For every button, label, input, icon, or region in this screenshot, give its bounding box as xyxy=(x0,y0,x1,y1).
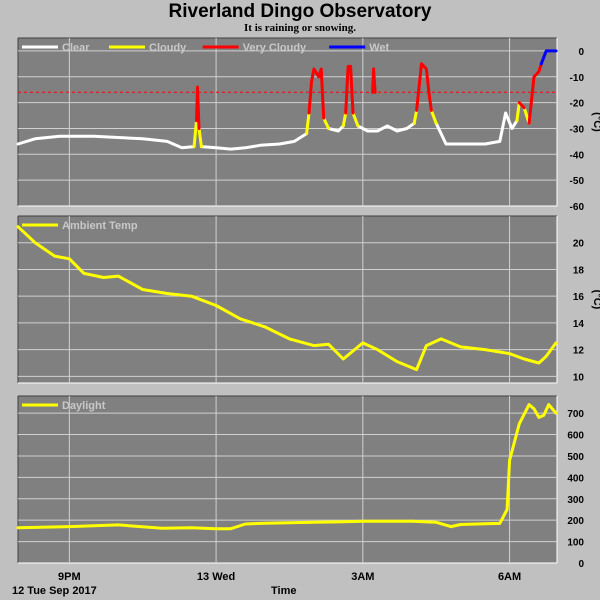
y-axis-unit: (°C) xyxy=(591,290,600,310)
y-tick-label: 600 xyxy=(567,431,584,442)
y-tick-label: 300 xyxy=(567,495,584,506)
series-line-cloudy xyxy=(197,127,203,149)
series-line-cloudy xyxy=(429,108,438,125)
series-line-cloudy xyxy=(515,101,521,123)
x-tick-label: 13 Wed xyxy=(197,571,235,583)
panel-daylight xyxy=(18,396,557,563)
chart-subtitle: It is raining or snowing. xyxy=(244,22,356,34)
panel-ambient xyxy=(18,216,557,383)
series-line-very-cloudy xyxy=(344,64,355,115)
date-label: 12 Tue Sep 2017 xyxy=(12,585,97,597)
series-line-very-cloudy xyxy=(415,62,433,112)
series-line-very-cloudy xyxy=(517,101,526,110)
y-tick-label: 20 xyxy=(573,239,585,250)
y-tick-label: 500 xyxy=(567,452,584,463)
series-line-clear xyxy=(356,121,416,133)
legend-label: Clear xyxy=(62,42,90,54)
series-line-very-cloudy xyxy=(371,67,377,94)
series-line-cloudy xyxy=(351,111,360,128)
y-tick-label: -50 xyxy=(570,176,585,187)
y-tick-label: 10 xyxy=(573,372,585,383)
series-line-cloudy xyxy=(322,116,331,130)
panel-sky xyxy=(18,38,557,206)
legend-label: Ambient Temp xyxy=(62,220,138,232)
series-line-clear xyxy=(434,111,519,146)
series-line-cloudy xyxy=(305,111,311,136)
legend-label: Very Cloudy xyxy=(243,42,307,54)
x-axis-title: Time xyxy=(271,585,297,597)
y-tick-label: 0 xyxy=(578,47,584,58)
y-tick-label: 18 xyxy=(573,265,585,276)
series-line-ambient-temp xyxy=(16,225,558,372)
series-line-cloudy xyxy=(412,108,419,125)
series-line-wet xyxy=(539,49,558,66)
x-tick-label: 3AM xyxy=(351,571,374,583)
series-line-very-cloudy xyxy=(195,85,201,130)
y-tick-label: -20 xyxy=(570,99,585,110)
legend-label: Daylight xyxy=(62,400,106,412)
y-tick-label: -40 xyxy=(570,150,585,161)
legend-label: Wet xyxy=(369,42,389,54)
y-tick-label: 400 xyxy=(567,473,584,484)
y-tick-label: 12 xyxy=(573,346,585,357)
series-line-clear xyxy=(16,134,196,150)
series-line-very-cloudy xyxy=(307,67,326,120)
y-tick-label: -60 xyxy=(570,202,585,213)
series-line-clear xyxy=(327,124,345,133)
y-axis-unit: (°C) xyxy=(591,112,600,132)
chart-title: Riverland Dingo Observatory xyxy=(168,1,432,22)
y-tick-label: 16 xyxy=(573,292,585,303)
y-tick-label: -10 xyxy=(570,73,585,84)
y-tick-label: 200 xyxy=(567,516,584,527)
series-line-daylight xyxy=(16,403,558,531)
y-tick-label: 700 xyxy=(567,409,584,420)
y-tick-label: 14 xyxy=(573,319,585,330)
x-tick-label: 9PM xyxy=(58,571,81,583)
legend-label: Cloudy xyxy=(149,42,187,54)
series-line-clear xyxy=(199,132,309,151)
y-tick-label: 0 xyxy=(578,559,584,570)
series-line-cloudy xyxy=(192,119,198,149)
series-line-very-cloudy xyxy=(527,62,543,125)
series-line-cloudy xyxy=(341,111,348,128)
x-tick-label: 6AM xyxy=(498,571,521,583)
y-tick-label: -30 xyxy=(570,124,585,135)
y-tick-label: 100 xyxy=(567,538,584,549)
